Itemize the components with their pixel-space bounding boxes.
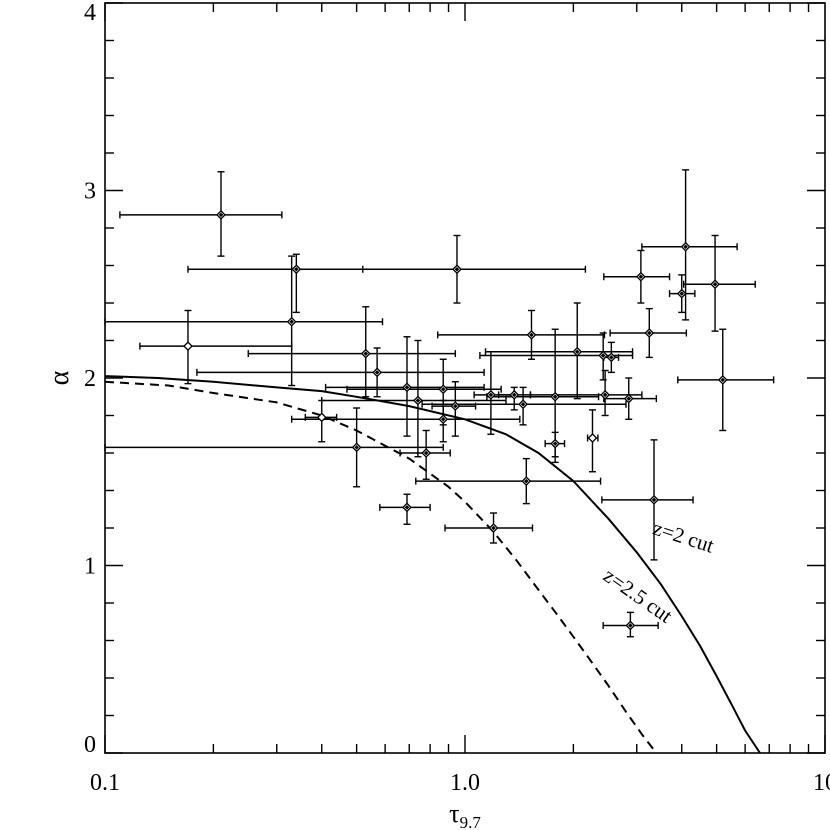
diamond-point-core <box>511 392 517 398</box>
diamond-point-core <box>720 377 726 383</box>
y-tick-label: 4 <box>84 0 96 26</box>
diamond-point-core <box>712 281 718 287</box>
diamond-point-core <box>529 332 534 338</box>
z25-cut-label: z=2.5 cut <box>599 563 677 628</box>
diamond-point-core <box>600 353 606 358</box>
y-tick-label: 0 <box>84 732 96 758</box>
open-diamond-point <box>587 433 598 443</box>
axis-ticks <box>104 2 826 754</box>
diamond-point-core <box>602 392 608 398</box>
y-tick-label: 1 <box>84 554 96 580</box>
z2-cut-label: z=2 cut <box>650 516 717 558</box>
diamond-point-core <box>552 441 558 446</box>
x-tick-label: 10 <box>813 770 830 796</box>
diamond-point-core <box>609 355 614 360</box>
y-tick-label: 2 <box>84 366 96 392</box>
diamond-point-core <box>440 386 446 392</box>
diamond-point-core <box>520 401 526 407</box>
plot-frame <box>104 2 826 754</box>
diamond-point-core <box>651 497 657 503</box>
diamond-point-core <box>363 351 369 356</box>
diamond-point-core <box>574 349 580 355</box>
diamond-point-core <box>289 319 294 325</box>
open-diamond-point <box>183 341 193 352</box>
plot-border <box>104 2 826 754</box>
y-axis-title: α <box>44 370 75 385</box>
cut-curves <box>104 375 761 754</box>
diamond-point-core <box>488 392 494 398</box>
open-diamond-point <box>316 412 327 423</box>
diamond-point-core <box>404 385 410 390</box>
x-tick-label: 1.0 <box>450 770 480 796</box>
diamond-point-core <box>423 450 429 456</box>
data-points <box>183 209 728 631</box>
diamond-point-core <box>628 623 633 628</box>
diamond-point-core <box>404 505 410 510</box>
x-axis-title: τ9.7 <box>449 799 481 830</box>
diamond-point-core <box>454 266 460 272</box>
error-bars <box>104 169 775 638</box>
y-tick-label: 3 <box>84 179 96 205</box>
diamond-point-core <box>354 445 359 450</box>
x-axis-symbol: τ <box>449 799 459 828</box>
diamond-point-core <box>552 394 558 400</box>
x-tick-label: 0.1 <box>90 770 120 796</box>
diamond-point-core <box>415 398 421 403</box>
diamond-point-core <box>647 330 652 336</box>
x-axis-subscript: 9.7 <box>460 813 482 830</box>
labels: 0.1 1.0 10 0 1 2 3 4 τ9.7 α z=2 cut z=2.5 cut <box>44 0 830 830</box>
diamond-point-core <box>294 266 299 272</box>
diamond-point-core <box>638 274 644 280</box>
diamond-point-core <box>453 403 458 409</box>
z2-cut-curve <box>104 375 761 754</box>
diamond-point-core <box>491 525 496 531</box>
diamond-point-core <box>679 291 685 296</box>
diamond-point-core <box>374 370 380 375</box>
diamond-point-core <box>524 478 529 484</box>
z25-cut-curve <box>104 380 658 754</box>
diamond-point-core <box>626 396 632 401</box>
diamond-point-core <box>440 416 446 422</box>
